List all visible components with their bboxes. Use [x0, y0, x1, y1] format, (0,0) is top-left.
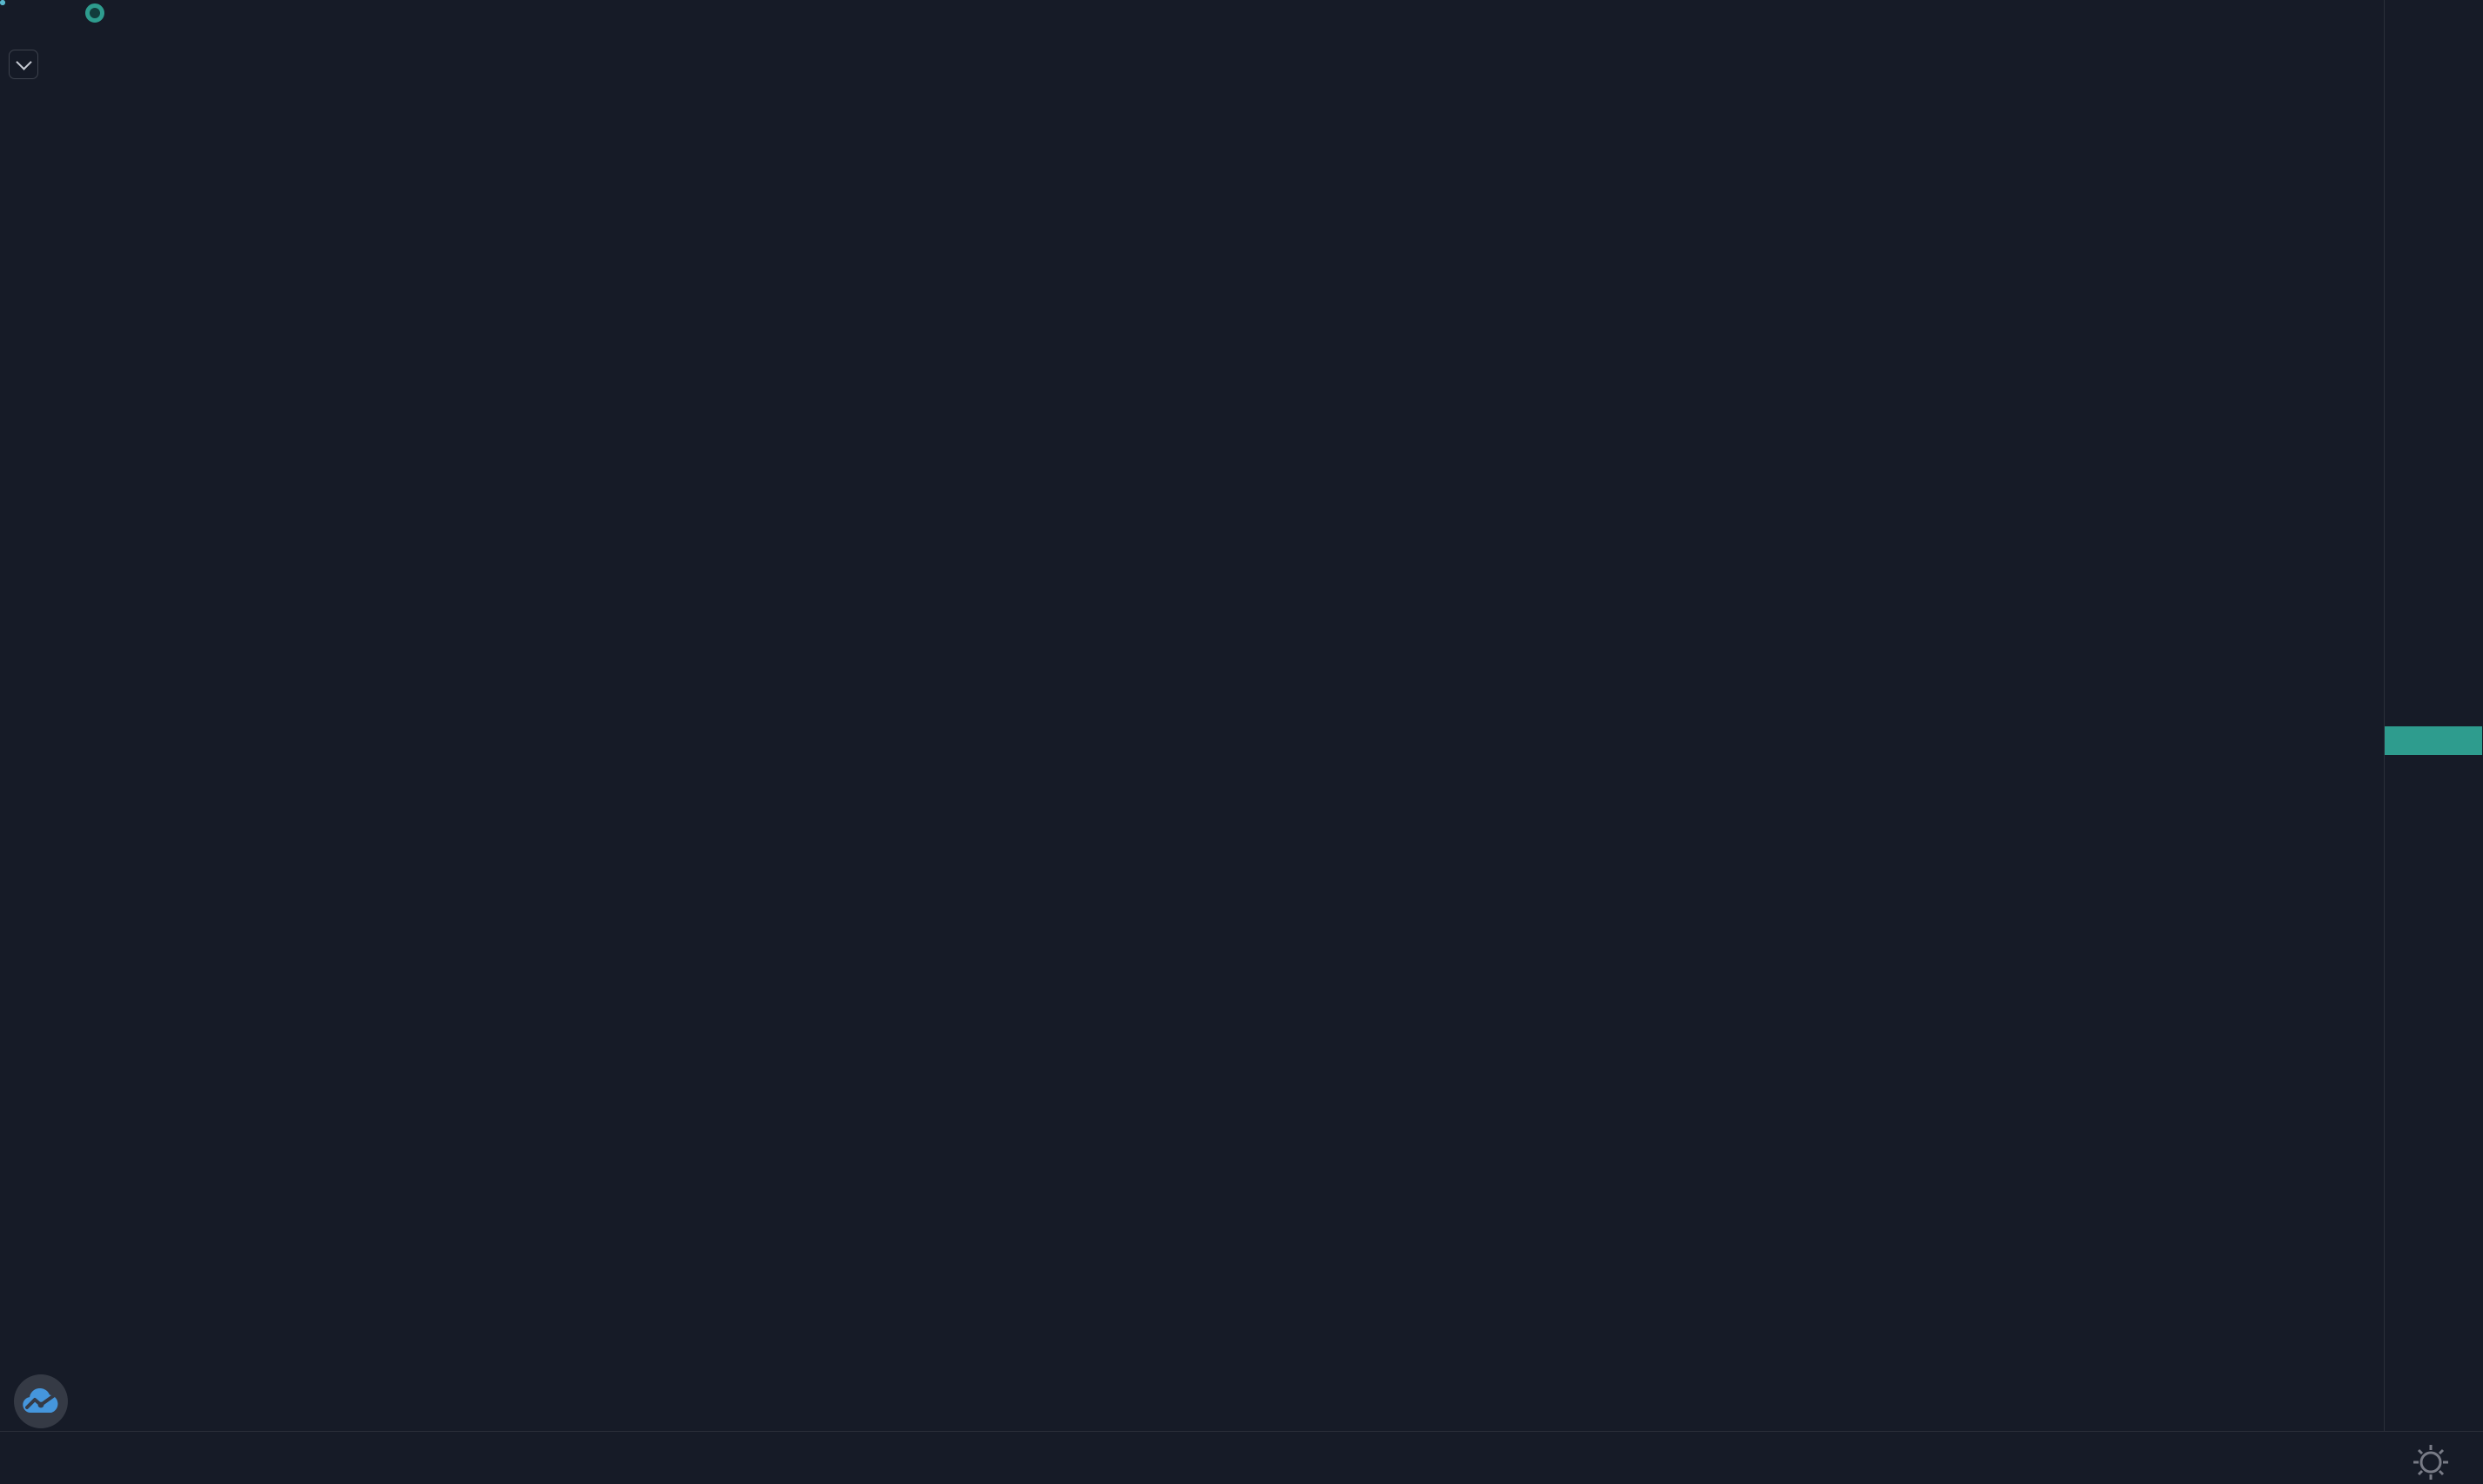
sun-settings-icon[interactable]: [2408, 1440, 2453, 1484]
chevron-down-icon: [15, 54, 32, 70]
tradingview-logo[interactable]: [14, 1374, 68, 1428]
symbol-header: [12, 3, 188, 23]
last-price-label: [2385, 726, 2482, 755]
price-axis[interactable]: [2384, 0, 2483, 1431]
time-axis[interactable]: [0, 1431, 2483, 1484]
market-status-icon: [85, 3, 104, 23]
annotation-price-above-14ema[interactable]: [0, 0, 5, 5]
collapse-legend-button[interactable]: [9, 50, 38, 79]
cloud-logo-icon: [23, 1388, 58, 1413]
